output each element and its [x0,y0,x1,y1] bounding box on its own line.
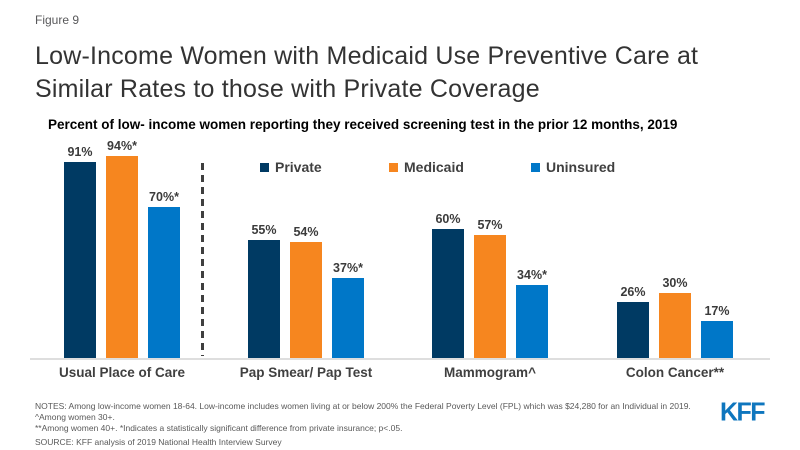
category-label: Pap Smear/ Pap Test [239,365,373,380]
bar-value-label: 57% [477,218,503,232]
bar-private: 91% [64,145,96,358]
chart-title-line1: Low-Income Women with Medicaid Use Preve… [35,42,699,70]
bar-value-label: 17% [704,304,730,318]
bar-private: 55% [248,223,280,358]
bar-value-label: 60% [435,212,461,226]
legend-swatch-private [260,162,269,172]
legend-swatch-medicaid [389,162,398,172]
chart-subtitle: Percent of low- income women reporting t… [48,117,678,132]
legend-swatch-uninsured [531,162,540,172]
kff-logo: KFF [719,397,766,427]
bar-private: 60% [432,212,464,358]
source-line: SOURCE: KFF analysis of 2019 National He… [35,437,282,447]
bar-value-label: 91% [67,145,93,159]
bar-group: 60% 57% 34%* [432,212,548,358]
bar-value-label: 37%* [333,261,363,275]
category-label: Colon Cancer** [625,365,725,380]
bar-medicaid: 54% [290,225,322,358]
notes-line2: **Among women 40+. *Indicates a statisti… [35,423,403,433]
legend-label-medicaid: Medicaid [404,159,464,175]
bar-uninsured: 17% [701,304,733,358]
bar-uninsured: 34%* [516,268,548,358]
figure-number: Figure 9 [35,13,80,27]
bar-group: 26% 30% 17% [617,276,733,358]
legend-item-private: Private [260,159,322,175]
bar-value-label: 34%* [517,268,547,282]
bar-medicaid: 94%* [106,139,138,358]
bar-medicaid: 57% [474,218,506,358]
bar-uninsured: 70%* [148,190,180,358]
bar-value-label: 26% [620,285,646,299]
category-label: Mammogram^ [444,365,536,380]
notes-block: NOTES: Among low-income women 18-64. Low… [35,401,695,448]
bar-value-label: 54% [293,225,319,239]
dashed-separator-line [201,163,204,356]
legend-label-private: Private [275,159,322,175]
notes-line1: NOTES: Among low-income women 18-64. Low… [35,401,691,422]
bar-private: 26% [617,285,649,358]
chart-title-line2: Similar Rates to those with Private Cove… [35,75,540,103]
bar-value-label: 55% [251,223,277,237]
legend-label-uninsured: Uninsured [546,159,616,175]
x-axis-baseline [30,358,770,360]
bar-value-label: 70%* [149,190,179,204]
bar-group: 55% 54% 37%* [248,223,364,358]
bar-group: 91% 94%* 70%* [64,139,180,358]
bar-value-label: 30% [662,276,688,290]
bar-uninsured: 37%* [332,261,364,358]
legend-item-medicaid: Medicaid [389,159,464,175]
legend-item-uninsured: Uninsured [531,159,615,175]
bar-value-label: 94%* [107,139,137,153]
category-label: Usual Place of Care [58,365,186,380]
chart-title: Low-Income Women with Medicaid Use Preve… [35,40,725,106]
bar-medicaid: 30% [659,276,691,358]
